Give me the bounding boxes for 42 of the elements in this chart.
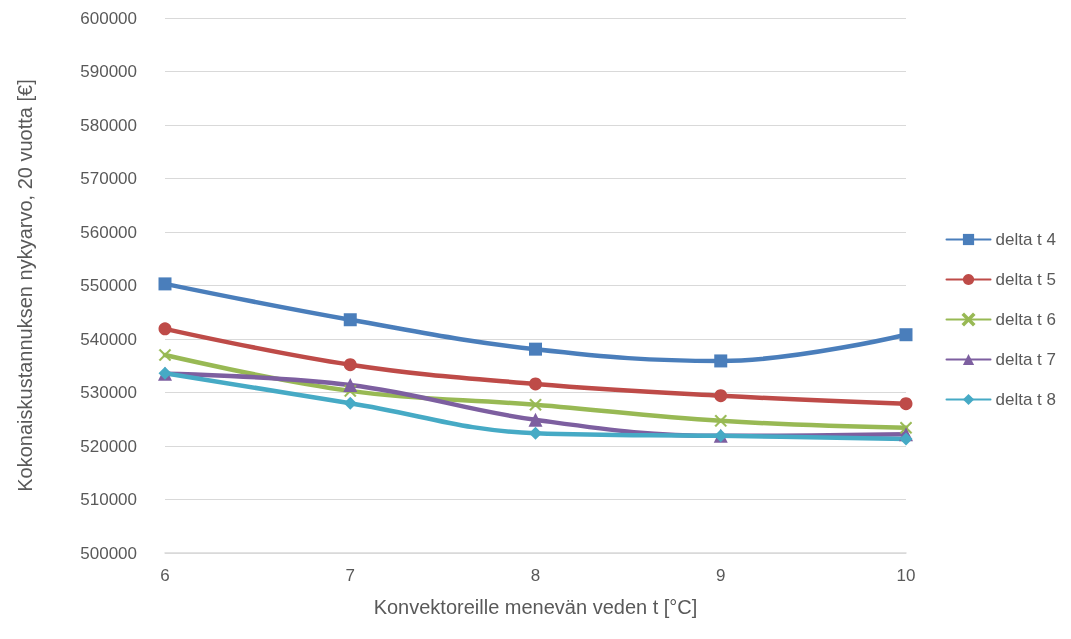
y-tick-label: 560000 xyxy=(80,222,137,242)
x-axis-title: Konvektoreille menevän veden t [°C] xyxy=(373,596,698,618)
legend-label: delta t 4 xyxy=(995,230,1057,249)
x-tick-label: 10 xyxy=(896,566,916,585)
x-tick-label: 9 xyxy=(716,566,726,585)
y-tick-label: 600000 xyxy=(80,8,137,28)
x-tick-label: 6 xyxy=(160,566,170,585)
x-tick-label: 7 xyxy=(345,566,355,585)
point xyxy=(528,412,543,427)
point xyxy=(899,397,913,411)
point xyxy=(529,342,542,356)
y-tick-label: 590000 xyxy=(80,62,137,81)
legend-label: delta t 6 xyxy=(995,310,1057,329)
y-tick-label: 510000 xyxy=(80,490,137,509)
point xyxy=(343,378,358,393)
y-tick-label: 570000 xyxy=(80,169,137,188)
point xyxy=(714,354,728,368)
y-axis-title: Kokonaiskustannuksen nykyarvo, 20 vuotta [€] xyxy=(14,79,36,492)
y-tick-label: 580000 xyxy=(80,115,137,135)
legend-label: delta t 7 xyxy=(995,350,1057,369)
y-tick-label: 530000 xyxy=(80,383,137,402)
x-tick-label: 8 xyxy=(530,566,541,585)
point xyxy=(899,328,913,342)
point xyxy=(899,432,913,446)
y-tick-label: 550000 xyxy=(80,276,137,295)
point xyxy=(529,398,542,412)
point xyxy=(158,277,172,291)
point xyxy=(714,414,727,428)
point xyxy=(343,313,357,327)
point xyxy=(529,426,542,440)
y-tick-label: 540000 xyxy=(80,329,137,349)
point xyxy=(158,348,172,362)
point xyxy=(343,358,357,372)
y-tick-label: 500000 xyxy=(80,543,137,563)
legend-label: delta t 8 xyxy=(995,390,1057,409)
legend-label: delta t 5 xyxy=(995,270,1057,289)
point xyxy=(899,421,913,435)
point xyxy=(343,396,357,410)
point xyxy=(158,322,172,336)
y-tick-label: 520000 xyxy=(80,436,137,456)
point xyxy=(529,377,542,391)
point xyxy=(714,389,728,403)
